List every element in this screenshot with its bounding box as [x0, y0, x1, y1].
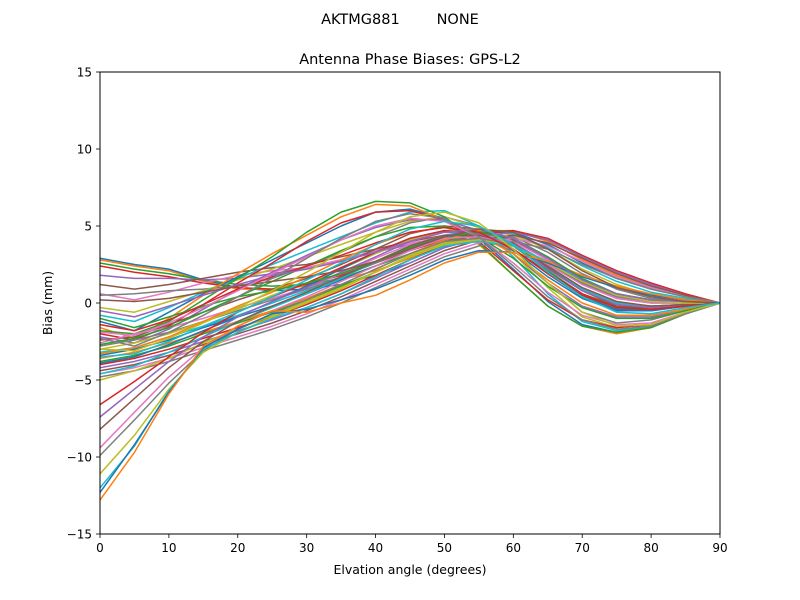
y-axis-label: Bias (mm)	[40, 271, 55, 335]
series-line-13	[99, 200, 721, 335]
x-tick-label: 10	[161, 541, 176, 555]
x-tick-label: 50	[437, 541, 452, 555]
x-tick-label: 80	[643, 541, 658, 555]
series-line-39	[99, 239, 720, 475]
series-line-33	[99, 225, 721, 346]
series-line-15	[99, 219, 721, 344]
y-tick-label: −5	[74, 374, 92, 388]
series-line-44	[99, 226, 721, 332]
series-line-50	[99, 220, 721, 358]
figure-suptitle: AKTMG881 NONE	[321, 12, 479, 28]
series-line-26	[99, 234, 721, 372]
series-line-49	[99, 211, 721, 352]
y-tick-label: −10	[67, 451, 92, 465]
y-tick-label: 5	[84, 220, 92, 234]
series-layer	[99, 200, 721, 501]
x-tick-label: 60	[506, 541, 521, 555]
x-axis-label: Elvation angle (degrees)	[333, 562, 486, 577]
series-line-41	[99, 249, 721, 493]
series-line-36	[99, 234, 721, 430]
chart-title: Antenna Phase Biases: GPS-L2	[299, 52, 521, 68]
x-tick-label: 20	[230, 541, 245, 555]
x-tick-label: 40	[368, 541, 383, 555]
x-tick-label: 0	[96, 541, 104, 555]
y-tick-label: 15	[77, 66, 92, 80]
y-tick-label: −15	[67, 528, 92, 542]
series-line-47	[99, 217, 721, 337]
axis-ticks: 0 10 20 30 40 50 60 70 80 90 −15 −10 −5 0 5 10 15	[67, 66, 728, 556]
y-tick-label: 10	[77, 143, 92, 157]
series-line-46	[99, 228, 721, 304]
series-line-42	[99, 251, 721, 501]
series-line-45	[99, 228, 721, 318]
x-tick-label: 30	[299, 541, 314, 555]
series-line-48	[99, 212, 721, 347]
series-line-38	[99, 237, 720, 457]
x-tick-label: 90	[712, 541, 727, 555]
x-tick-label: 70	[575, 541, 590, 555]
series-line-8	[99, 216, 721, 324]
y-tick-label: 0	[84, 297, 92, 311]
